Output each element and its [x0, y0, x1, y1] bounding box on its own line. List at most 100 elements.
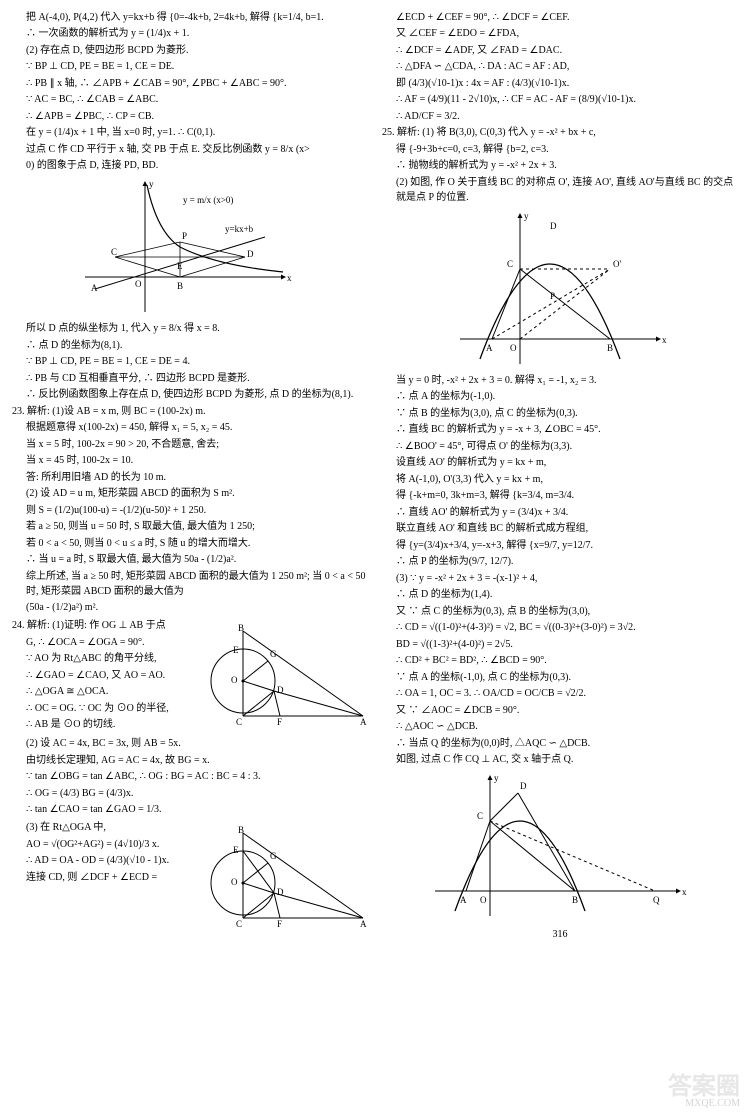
label-O: O [231, 877, 238, 887]
label-O: O [135, 279, 142, 289]
axis-label-x: x [662, 335, 667, 345]
text-line: 将 A(-1,0), O'(3,3) 代入 y = kx + m, [382, 472, 738, 487]
label-D: D [520, 781, 527, 791]
label-C: C [507, 259, 513, 269]
text-line: ∴ 点 A 的坐标为(-1,0). [382, 389, 738, 404]
label-D: D [277, 685, 284, 695]
text-line: ∴ tan ∠CAO = tan ∠GAO = 1/3. [12, 802, 368, 817]
text-line: 所以 D 点的纵坐标为 1, 代入 y = 8/x 得 x = 8. [12, 321, 368, 336]
right-column: ∠ECD + ∠CEF = 90°, ∴ ∠DCF = ∠CEF. 又 ∠CEF… [382, 8, 738, 942]
label-O: O [231, 675, 238, 685]
text-line: ∴ 点 P 的坐标为(9/7, 12/7). [382, 554, 738, 569]
text-line: BD = √((1-3)²+(4-0)²) = 2√5. [382, 637, 738, 652]
text-line: (3) 在 Rt△OGA 中, [12, 820, 202, 835]
label-C: C [236, 717, 242, 727]
text-line: ∴ 点 D 的坐标为(8,1). [12, 338, 368, 353]
text-line: 得 {-9+3b+c=0, c=3, 解得 {b=2, c=3. [382, 142, 738, 157]
text-line: 设直线 AO' 的解析式为 y = kx + m, [382, 455, 738, 470]
text-line: 联立直线 AO' 和直线 BC 的解析式成方程组, [382, 521, 738, 536]
label-O: O [480, 895, 487, 905]
watermark: 答案圈 [668, 1069, 740, 1105]
label-B: B [177, 281, 183, 291]
label-Q: Q [653, 895, 660, 905]
label-E: E [233, 645, 239, 655]
text-line: ∴ △DFA ∽ △CDA, ∴ DA : AC = AF : AD, [382, 59, 738, 74]
text-block: (3) 在 Rt△OGA 中, AO = √(OG²+AG²) = (4√10)… [12, 819, 202, 887]
text-line: (3) ∵ y = -x² + 2x + 3 = -(x-1)² + 4, [382, 571, 738, 586]
text-line: ∴ PB ∥ x 轴, ∴ ∠APB + ∠CAB = 90°, ∠PBC + … [12, 76, 368, 91]
label-B: B [238, 825, 244, 835]
text-line: 综上所述, 当 a ≥ 50 时, 矩形菜园 ABCD 面积的最大值为 1 25… [12, 569, 368, 599]
page: 把 A(-4,0), P(4,2) 代入 y=kx+b 得 {0=-4k+b, … [12, 8, 738, 942]
text-line: 如图, 过点 C 作 CQ ⊥ AC, 交 x 轴于点 Q. [382, 752, 738, 767]
text-line: 把 A(-4,0), P(4,2) 代入 y=kx+b 得 {0=-4k+b, … [12, 10, 368, 25]
text-line: 在 y = (1/4)x + 1 中, 当 x=0 时, y=1. ∴ C(0,… [12, 125, 368, 140]
text-line: ∵ AO 为 Rt△ABC 的角平分线, [12, 651, 202, 666]
text-line: ∴ OG = (4/3) BG = (4/3)x. [12, 786, 368, 801]
text-line: 若 a ≥ 50, 则当 u = 50 时, S 取最大值, 最大值为 1 25… [12, 519, 368, 534]
label-D: D [277, 887, 284, 897]
text-line: ∴ AB 是 ⊙O 的切线. [12, 717, 202, 732]
text-line: (2) 设 AC = 4x, BC = 3x, 则 AB = 5x. [12, 736, 368, 751]
figure-circle-triangle-a: B C A O G D F E [208, 621, 368, 731]
text-line: ∵ 点 A 的坐标(-1,0), 点 C 的坐标为(0,3). [382, 670, 738, 685]
line-label: y=kx+b [225, 224, 254, 234]
text-line: 又 ∵ ∠AOC = ∠DCB = 90°. [382, 703, 738, 718]
text-line: 连接 CD, 则 ∠DCF + ∠ECD = [12, 870, 202, 885]
text-line: 即 (4/3)(√10-1)x : 4x = AF : (4/3)(√10-1)… [382, 76, 738, 91]
label-B: B [238, 623, 244, 633]
text-line: ∴ CD = √((1-0)²+(4-3)²) = √2, BC = √((0-… [382, 620, 738, 635]
text-line: ∴ ∠DCF = ∠ADF, 又 ∠FAD = ∠DAC. [382, 43, 738, 58]
text-line: ∴ AF = (4/9)(11 - 2√10)x, ∴ CF = AC - AF… [382, 92, 738, 107]
text-line: ∴ 当 u = a 时, S 取最大值, 最大值为 50a - (1/2)a². [12, 552, 368, 567]
text-line: ∴ AD/CF = 3/2. [382, 109, 738, 124]
text-line: ∴ 直线 AO' 的解析式为 y = (3/4)x + 3/4. [382, 505, 738, 520]
text-line: ∵ AC = BC, ∴ ∠CAB = ∠ABC. [12, 92, 368, 107]
text-line: ∵ 点 B 的坐标为(3,0), 点 C 的坐标为(0,3). [382, 406, 738, 421]
text-line: (2) 如图, 作 O 关于直线 BC 的对称点 O', 连接 AO', 直线 … [382, 175, 738, 205]
label-Oprime: O' [613, 259, 621, 269]
label-C: C [236, 919, 242, 929]
label-G: G [270, 649, 277, 659]
curve-label: y = m/x (x>0) [183, 195, 233, 205]
text-line: 则 S = (1/2)u(100-u) = -(1/2)(u-50)² + 1 … [12, 503, 368, 518]
label-A: A [460, 895, 467, 905]
axis-label-y: y [149, 179, 154, 189]
text-line: ∴ ∠APB = ∠PBC, ∴ CP = CB. [12, 109, 368, 124]
text-line: ∴ 抛物线的解析式为 y = -x² + 2x + 3. [382, 158, 738, 173]
label-C: C [111, 247, 117, 257]
text-line: 又 ∵ 点 C 的坐标为(0,3), 点 B 的坐标为(3,0), [382, 604, 738, 619]
text-line: (2) 设 AD = u m, 矩形菜园 ABCD 的面积为 S m². [12, 486, 368, 501]
text-line: ∴ 点 D 的坐标为(1,4). [382, 587, 738, 602]
text-line: 答: 所利用旧墙 AD 的长为 10 m. [12, 470, 368, 485]
label-A: A [360, 717, 367, 727]
axis-label-y: y [524, 211, 529, 221]
label-C: C [477, 811, 483, 821]
figure-circle-triangle-b: B C A O G D F E [208, 823, 368, 933]
label-P: P [182, 231, 187, 241]
label-D: D [550, 221, 557, 231]
text-line: ∴ CD² + BC² = BD², ∴ ∠BCD = 90°. [382, 653, 738, 668]
figure-parabola-p: x y O A B C D O' P [450, 209, 670, 369]
axis-label-y: y [494, 773, 499, 783]
text-line: AO = √(OG²+AG²) = (4√10)/3 x. [12, 837, 202, 852]
text-line: ∴ OC = OG. ∵ OC 为 ⊙O 的半径, [12, 701, 202, 716]
label-A: A [486, 343, 493, 353]
label-E: E [233, 845, 239, 855]
figure-hyperbola-graph: x y O A B C D E P y = m/x (x>0) y=kx+b [85, 177, 295, 317]
text-line: ∴ 当点 Q 的坐标为(0,0)时, △AQC ∽ △DCB. [382, 736, 738, 751]
text-line: ∵ BP ⊥ CD, PE = BE = 1, CE = DE = 4. [12, 354, 368, 369]
axis-label-x: x [287, 273, 292, 283]
label-F: F [277, 717, 282, 727]
text-line: ∴ AD = OA - OD = (4/3)(√10 - 1)x. [12, 853, 202, 868]
text-line: ∵ BP ⊥ CD, PE = BE = 1, CE = DE. [12, 59, 368, 74]
label-A: A [91, 283, 98, 293]
text-line: 25. 解析: (1) 将 B(3,0), C(0,3) 代入 y = -x² … [382, 125, 738, 140]
text-line: ∠ECD + ∠CEF = 90°, ∴ ∠DCF = ∠CEF. [382, 10, 738, 25]
label-A: A [360, 919, 367, 929]
text-line: ∴ ∠BOO' = 45°, 可得点 O' 的坐标为(3,3). [382, 439, 738, 454]
text-line: G, ∴ ∠OCA = ∠OGA = 90°. [12, 635, 202, 650]
text-line: ∴ ∠GAO = ∠CAO, 又 AO = AO. [12, 668, 202, 683]
text-line: (2) 存在点 D, 使四边形 BCPD 为菱形. [12, 43, 368, 58]
text-line: ∴ OA = 1, OC = 3. ∴ OA/CD = OC/CB = √2/2… [382, 686, 738, 701]
